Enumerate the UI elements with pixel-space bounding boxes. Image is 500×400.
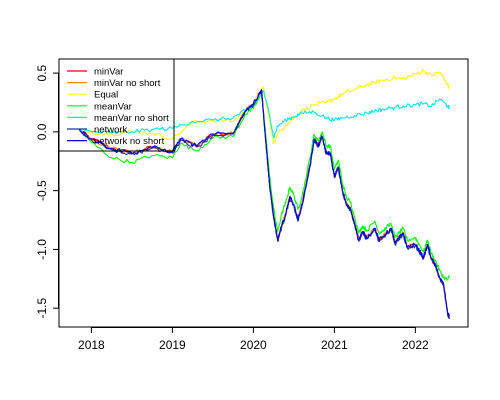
axes: 2018 2019 2020 2021 2022 0.5 0.0 -0.5 -1.0 -1.5	[35, 64, 429, 352]
legend-label: minVar	[94, 67, 123, 78]
y-tick-label: -1.0	[35, 239, 49, 260]
x-tick-label: 2019	[159, 338, 186, 352]
y-tick-label: 0.0	[35, 123, 49, 140]
series-line-meanvar	[79, 93, 450, 281]
plot-frame	[58, 58, 469, 328]
series-line-network-no-short	[78, 89, 450, 318]
x-tick-label: 2021	[321, 338, 348, 352]
x-tick-label: 2020	[240, 338, 267, 352]
x-tick-label: 2022	[402, 338, 429, 352]
legend-label: meanVar	[94, 101, 132, 112]
legend-label: network no short	[94, 136, 165, 147]
series-layer	[78, 69, 450, 319]
legend-label: Equal	[94, 90, 118, 101]
y-tick-label: 0.5	[35, 64, 49, 81]
y-tick-label: -0.5	[35, 180, 49, 201]
legend-label: network	[94, 125, 128, 136]
x-tick-label: 2018	[78, 338, 105, 352]
series-line-equal	[79, 69, 450, 145]
legend-box	[58, 58, 175, 152]
series-line-meanvar-no-short	[79, 90, 450, 139]
y-tick-label: -1.5	[35, 298, 49, 319]
legend-label: meanVar no short	[94, 113, 169, 124]
legend-label: minVar no short	[94, 78, 161, 89]
